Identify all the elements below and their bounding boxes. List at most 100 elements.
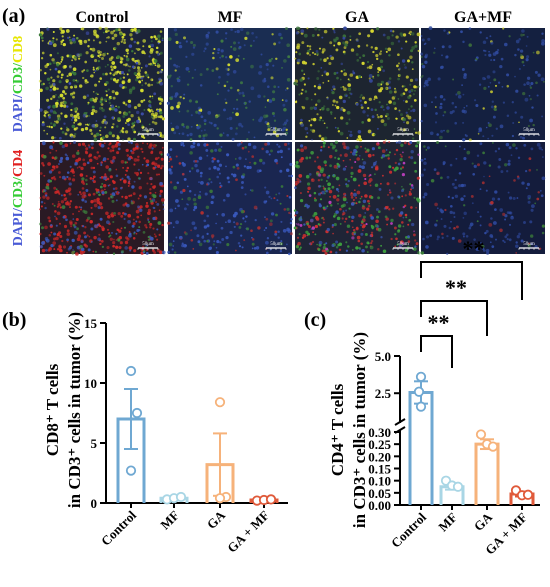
cell-dot: [491, 100, 494, 103]
cell-dot: [303, 73, 306, 76]
cell-dot: [176, 181, 180, 185]
cell-dot: [506, 237, 509, 241]
cell-dot: [194, 163, 198, 168]
cell-dot: [539, 247, 542, 250]
cell-dot: [155, 201, 158, 204]
cell-dot: [503, 42, 508, 47]
cell-dot: [72, 213, 75, 215]
cell-dot: [482, 107, 485, 110]
cell-dot: [61, 175, 66, 180]
cell-dot: [374, 183, 379, 188]
column-header-3: GA+MF: [454, 9, 512, 26]
cell-dot: [484, 53, 487, 57]
cell-dot: [127, 99, 132, 104]
cell-dot: [181, 172, 185, 176]
cell-dot: [343, 87, 347, 91]
cell-dot: [529, 86, 533, 89]
cell-dot: [52, 79, 56, 83]
cell-dot: [162, 208, 165, 211]
cell-dot: [175, 155, 178, 158]
cell-dot: [285, 128, 288, 131]
cell-dot: [102, 31, 105, 34]
cell-dot: [270, 197, 273, 200]
cell-dot: [452, 211, 456, 215]
cell-dot: [490, 90, 493, 94]
cell-dot: [161, 201, 164, 204]
cell-dot: [506, 114, 510, 118]
cell-dot: [69, 113, 74, 118]
cell-dot: [342, 197, 347, 202]
cell-dot: [114, 187, 118, 190]
cell-dot: [370, 108, 374, 111]
cell-dot: [413, 128, 416, 130]
cell-dot: [85, 31, 90, 35]
cell-dot: [407, 59, 410, 63]
cell-dot: [94, 59, 98, 63]
cell-dot: [504, 218, 507, 221]
cell-dot: [426, 182, 430, 187]
cell-dot: [224, 98, 227, 101]
cell-dot: [68, 245, 73, 250]
cell-dot: [203, 219, 207, 223]
cell-dot: [156, 202, 160, 206]
cell-dot: [82, 191, 86, 196]
cell-dot: [138, 229, 141, 232]
cell-dot: [146, 182, 149, 185]
cell-dot: [145, 226, 148, 229]
cell-dot: [497, 197, 501, 201]
cell-dot: [132, 128, 136, 132]
cell-dot: [135, 61, 139, 65]
cell-dot: [50, 122, 53, 125]
chart-b-y-tick-label-0: 0: [91, 496, 98, 511]
cell-dot: [112, 96, 116, 100]
chart-c-point-2-0: [475, 429, 487, 440]
cell-dot: [135, 31, 139, 35]
cell-dot: [384, 154, 388, 157]
cell-dot: [369, 184, 372, 187]
cell-dot: [343, 72, 348, 77]
cell-dot: [190, 125, 193, 128]
cell-dot: [74, 221, 78, 225]
cell-dot: [238, 91, 242, 95]
cell-dot: [156, 64, 161, 68]
cell-dot: [404, 194, 407, 197]
cell-dot: [436, 235, 440, 239]
cell-dot: [244, 193, 247, 196]
cell-dot: [62, 90, 66, 94]
cell-dot: [433, 168, 437, 171]
cell-dot: [245, 106, 248, 110]
cell-dot: [297, 148, 300, 151]
cell-dot: [315, 50, 319, 53]
cell-dot: [225, 165, 227, 168]
cell-dot: [263, 229, 266, 232]
cell-dot: [69, 220, 73, 224]
cell-dot: [46, 125, 49, 128]
cell-dot: [106, 36, 108, 39]
cell-dot: [99, 217, 103, 221]
cell-dot: [127, 104, 132, 108]
cell-dot: [470, 194, 474, 198]
cell-dot: [98, 154, 101, 158]
cell-dot: [392, 30, 395, 33]
cell-dot: [180, 238, 182, 240]
cell-dot: [247, 150, 250, 153]
cell-dot: [436, 219, 438, 222]
cell-dot: [333, 164, 338, 169]
cell-dot: [118, 110, 122, 114]
cell-dot: [369, 79, 373, 83]
cell-dot: [209, 189, 213, 194]
cell-dot: [295, 26, 300, 31]
cell-dot: [130, 37, 134, 41]
cell-dot: [275, 193, 278, 196]
cell-dot: [366, 251, 369, 253]
cell-dot: [140, 76, 144, 80]
cell-dot: [299, 198, 304, 203]
cell-dot: [358, 213, 362, 218]
cell-dot: [388, 90, 393, 94]
cell-dot: [137, 116, 140, 119]
cell-dot: [102, 183, 107, 188]
cell-dot: [94, 126, 97, 129]
cell-dot: [355, 227, 359, 231]
cell-dot: [235, 112, 239, 117]
cell-dot: [193, 205, 198, 210]
